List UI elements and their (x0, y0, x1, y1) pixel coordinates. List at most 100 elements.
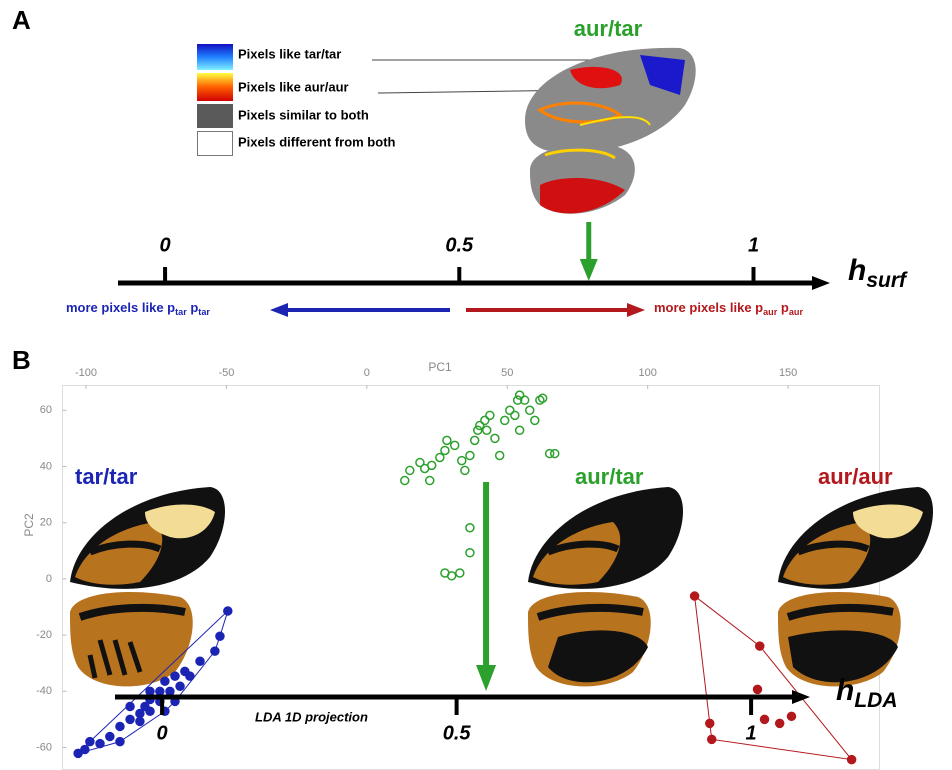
point (116, 738, 124, 746)
point (161, 677, 169, 685)
genotype-label: aur/tar (575, 464, 644, 489)
x-tick-label: 50 (501, 367, 513, 379)
label-part: p (187, 300, 199, 315)
y-tick-label: -40 (36, 685, 52, 697)
wing (528, 487, 683, 686)
point (176, 682, 184, 690)
h-marker-head (476, 665, 496, 691)
y-tick-label: 20 (40, 517, 52, 529)
x-tick-label: 0 (364, 367, 370, 379)
h-axis-head (812, 276, 830, 290)
legend-label: Pixels like tar/tar (238, 46, 341, 61)
point (126, 715, 134, 723)
point (451, 441, 459, 449)
direction-arrow-head (270, 303, 288, 317)
y-tick-label: 0 (46, 573, 52, 585)
point (224, 607, 232, 615)
point (474, 426, 482, 434)
point (461, 466, 469, 474)
label-part: tar (198, 307, 210, 317)
legend-swatch (197, 73, 233, 101)
point (196, 657, 204, 665)
x-tick-label: -100 (75, 367, 97, 379)
label-part: more pixels like p (66, 300, 175, 315)
sub-label: more pixels like ptar ptar (66, 300, 210, 317)
y-tick-label: 40 (40, 460, 52, 472)
point (516, 391, 524, 399)
point (466, 452, 474, 460)
label-part: h (848, 254, 866, 287)
panel-label: B (12, 345, 31, 375)
point (506, 406, 514, 414)
label-part: tar (175, 307, 187, 317)
tick-label: 1 (748, 234, 759, 256)
point (706, 719, 714, 727)
point (483, 426, 491, 434)
point (708, 735, 716, 743)
legend-label: Pixels different from both (238, 134, 396, 149)
point (156, 687, 164, 695)
point (754, 685, 762, 693)
label-part: aur (789, 307, 804, 317)
label-part: h (836, 674, 854, 707)
point (491, 434, 499, 442)
point (466, 549, 474, 557)
point (126, 702, 134, 710)
point (216, 632, 224, 640)
x-tick-label: 100 (639, 367, 657, 379)
x-tick-label: -50 (218, 367, 234, 379)
sub-label: hsurf (848, 254, 908, 292)
point (441, 569, 449, 577)
point (166, 687, 174, 695)
label-part: more pixels like p (654, 300, 763, 315)
legend-swatch (197, 44, 233, 70)
point (848, 756, 856, 764)
point (74, 749, 82, 757)
point (86, 738, 94, 746)
tick-label: 0.5 (445, 234, 474, 256)
label-part: LDA (854, 689, 897, 712)
y-tick-label: -20 (36, 629, 52, 641)
sub-label: more pixels like paur paur (654, 300, 803, 317)
point (136, 717, 144, 725)
panel-title: aur/tar (574, 16, 643, 41)
wing-illustrations (70, 487, 933, 686)
hindwing-black (548, 630, 648, 682)
point (96, 740, 104, 748)
h-marker-head (580, 259, 598, 281)
x-tick-label: 150 (779, 367, 797, 379)
wing (778, 487, 933, 686)
legend-label: Pixels like aur/aur (238, 79, 349, 94)
point (691, 592, 699, 600)
legend-label: Pixels similar to both (238, 107, 369, 122)
point (441, 446, 449, 454)
point (486, 411, 494, 419)
point (466, 524, 474, 532)
point (481, 416, 489, 424)
tick-label: 0.5 (443, 722, 472, 744)
point (443, 436, 451, 444)
point (531, 416, 539, 424)
genotype-label: aur/aur (818, 464, 893, 489)
point (146, 707, 154, 715)
tick-label: 1 (746, 722, 757, 744)
point (401, 477, 409, 485)
point (136, 710, 144, 718)
tick-label: 0 (160, 234, 171, 256)
point (458, 457, 466, 465)
point (501, 416, 509, 424)
point (787, 712, 795, 720)
legend-swatch (198, 132, 233, 156)
x-axis-label: PC1 (428, 360, 452, 374)
tick-label: 0 (157, 722, 168, 744)
label-part: surf (866, 269, 908, 292)
h-axis-head (792, 690, 810, 704)
point (116, 722, 124, 730)
label-part: p (777, 300, 789, 315)
label-part: aur (763, 307, 778, 317)
point (186, 672, 194, 680)
point (171, 672, 179, 680)
genotype-label: tar/tar (75, 464, 138, 489)
legend-swatch (197, 104, 233, 128)
wing-heatmap (525, 48, 696, 214)
